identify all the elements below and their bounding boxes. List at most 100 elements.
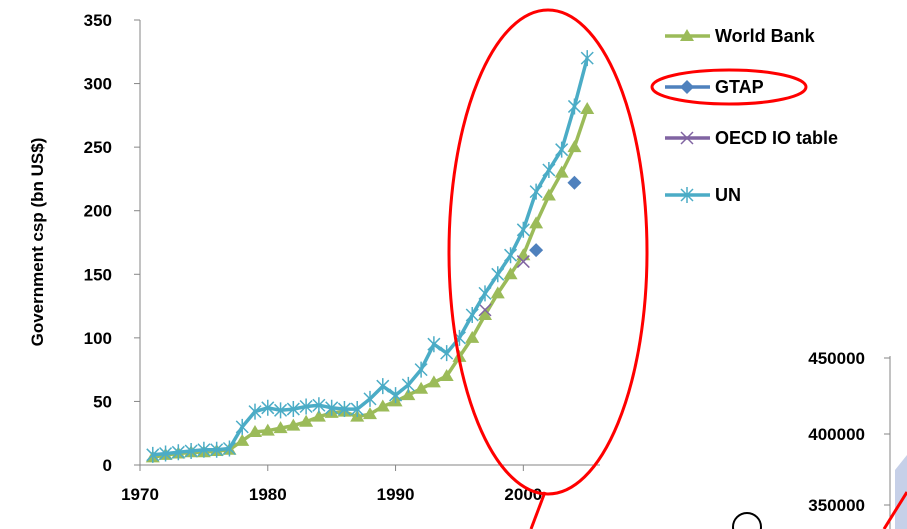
data-point <box>516 248 531 261</box>
y-tick-label: 100 <box>84 329 112 348</box>
data-point <box>299 414 314 427</box>
legend-swatch-marker <box>680 187 694 203</box>
data-point <box>248 424 262 437</box>
secondary-y-tick-label: 450000 <box>808 349 865 368</box>
data-point <box>414 361 428 378</box>
data-point <box>159 445 173 462</box>
y-tick-label: 150 <box>84 265 112 284</box>
legend-item: UN <box>665 185 741 205</box>
data-point <box>389 387 403 404</box>
y-tick-label: 50 <box>93 392 112 411</box>
data-point <box>401 388 416 401</box>
secondary-y-tick-label: 350000 <box>808 496 865 515</box>
x-axis: 1970 1980 1990 2000 <box>121 465 542 504</box>
data-point <box>567 140 582 153</box>
data-point <box>555 141 569 158</box>
y-tick-label: 300 <box>84 75 112 94</box>
secondary-y-tick-label: 400000 <box>808 425 865 444</box>
secondary-red-line <box>882 491 907 529</box>
secondary-chart: 350000 400000 450000 <box>732 349 907 529</box>
data-point <box>273 421 288 434</box>
data-point <box>299 398 313 415</box>
series-world-bank <box>145 102 595 463</box>
legend: World Bank GTAP OECD IO table UN <box>665 26 838 205</box>
data-point <box>248 403 262 420</box>
data-point <box>375 399 390 412</box>
data-point <box>312 397 326 414</box>
data-point <box>171 444 185 461</box>
data-point <box>427 336 441 353</box>
data-point <box>491 266 505 283</box>
legend-label: OECD IO table <box>715 128 838 148</box>
data-point <box>478 307 492 320</box>
data-point <box>235 418 249 435</box>
data-point <box>363 390 377 407</box>
data-point <box>516 255 530 269</box>
legend-item: GTAP <box>665 77 764 97</box>
highlight-pointer-line <box>529 491 547 529</box>
data-point <box>542 162 556 179</box>
data-point <box>311 409 326 422</box>
data-point <box>529 243 544 258</box>
legend-label: GTAP <box>715 77 764 97</box>
y-axis: 0 50 100 150 200 250 300 350 <box>84 11 140 475</box>
data-point <box>567 175 582 190</box>
x-tick-label: 1970 <box>121 485 159 504</box>
data-point <box>197 441 211 458</box>
data-point <box>541 188 556 201</box>
data-point <box>554 165 569 178</box>
data-point <box>465 306 479 323</box>
data-point <box>426 375 441 388</box>
data-point <box>235 433 250 446</box>
data-point <box>325 399 339 416</box>
data-point <box>210 441 224 458</box>
data-point <box>529 216 544 229</box>
data-point <box>376 378 390 395</box>
highlight-ellipse <box>447 8 649 496</box>
data-point <box>260 423 275 436</box>
legend-item: OECD IO table <box>665 128 838 148</box>
series-oecd-io-table <box>478 255 530 317</box>
data-point <box>184 443 198 460</box>
secondary-marker-circle <box>732 512 762 529</box>
data-point <box>504 247 518 264</box>
data-point <box>465 330 480 343</box>
series-gtap <box>529 175 582 258</box>
legend-swatch-marker <box>680 29 694 41</box>
data-point <box>478 285 492 302</box>
data-point <box>490 286 505 299</box>
data-point <box>363 407 377 420</box>
y-axis-title: Government csp (bn US$) <box>28 138 47 347</box>
legend-item: World Bank <box>665 26 816 46</box>
data-point <box>580 50 594 67</box>
data-point <box>350 401 364 418</box>
y-tick-label: 350 <box>84 11 112 30</box>
data-point <box>567 98 581 115</box>
legend-label: UN <box>715 185 741 205</box>
data-point <box>261 399 275 416</box>
data-point <box>286 401 300 418</box>
secondary-area-fill <box>895 455 907 529</box>
data-point <box>337 401 351 418</box>
y-tick-label: 200 <box>84 202 112 221</box>
data-point <box>516 221 530 238</box>
data-point <box>286 418 301 431</box>
legend-label: World Bank <box>715 26 816 46</box>
series-un <box>146 50 594 463</box>
series-layer <box>145 50 595 463</box>
data-point <box>401 376 415 393</box>
legend-highlight-ellipse <box>650 68 808 106</box>
data-point <box>222 440 236 457</box>
secondary-y-axis: 350000 400000 450000 <box>808 349 890 515</box>
data-point <box>580 102 595 114</box>
y-tick-label: 250 <box>84 138 112 157</box>
data-point <box>414 381 429 394</box>
data-point <box>503 267 518 280</box>
data-point <box>478 303 492 317</box>
data-point <box>274 402 288 419</box>
data-point <box>440 345 454 362</box>
data-point <box>529 183 543 200</box>
legend-swatch-marker <box>680 131 694 145</box>
